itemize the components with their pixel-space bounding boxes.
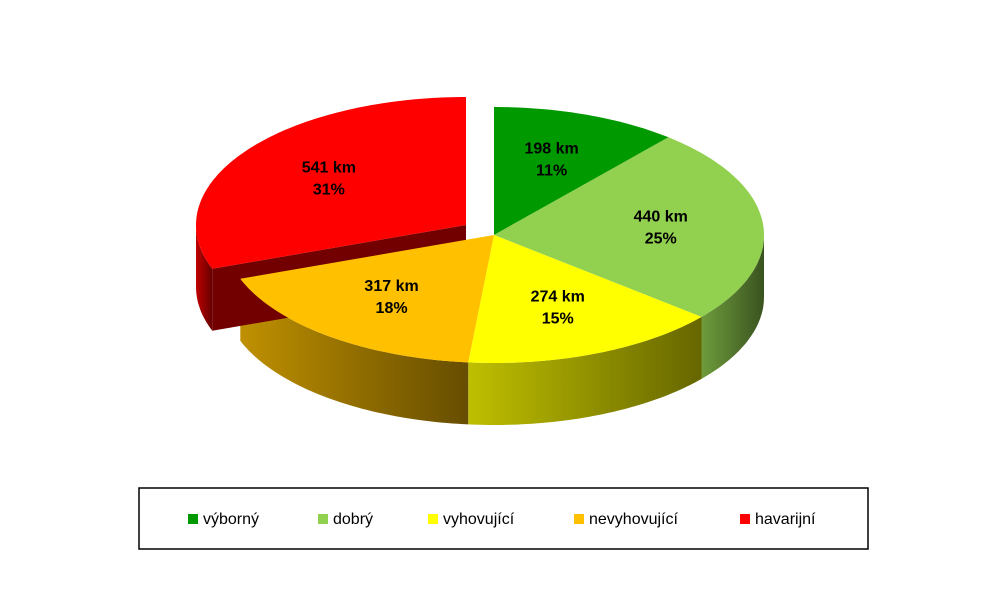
slice-side — [240, 278, 469, 425]
legend-swatch — [188, 514, 198, 524]
slice — [494, 137, 764, 317]
pie: 198 km 11% 440 km 25% 274 km 15% 317 km 18% 541 … — [196, 97, 764, 425]
data-label: 317 km — [364, 278, 418, 295]
slice — [240, 235, 494, 363]
slice-side — [701, 235, 764, 379]
slice — [468, 235, 702, 363]
slice-side — [468, 316, 702, 425]
legend-swatch — [574, 514, 584, 524]
data-label: 15% — [542, 311, 574, 328]
legend-swatch — [318, 514, 328, 524]
data-label: 198 km — [524, 141, 578, 158]
legend-swatch — [740, 514, 750, 524]
data-label: 25% — [645, 230, 677, 247]
data-label: 11% — [536, 163, 567, 180]
data-label: 31% — [313, 182, 345, 199]
data-label: 541 km — [302, 160, 356, 177]
data-label: 440 km — [634, 208, 688, 225]
legend-label: výborný — [203, 511, 259, 528]
legend-label: dobrý — [333, 511, 373, 528]
legend-label: vyhovující — [443, 511, 515, 528]
legend-label: nevyhovující — [589, 511, 678, 528]
legend-label: havarijní — [755, 511, 816, 528]
data-label: 274 km — [531, 289, 585, 306]
slice-side — [196, 225, 213, 331]
slice — [494, 107, 669, 235]
legend-swatch — [428, 514, 438, 524]
legend: výborný dobrý vyhovující nevyhovující havari… — [188, 511, 816, 528]
data-label: 18% — [376, 300, 408, 317]
slice — [196, 97, 466, 269]
